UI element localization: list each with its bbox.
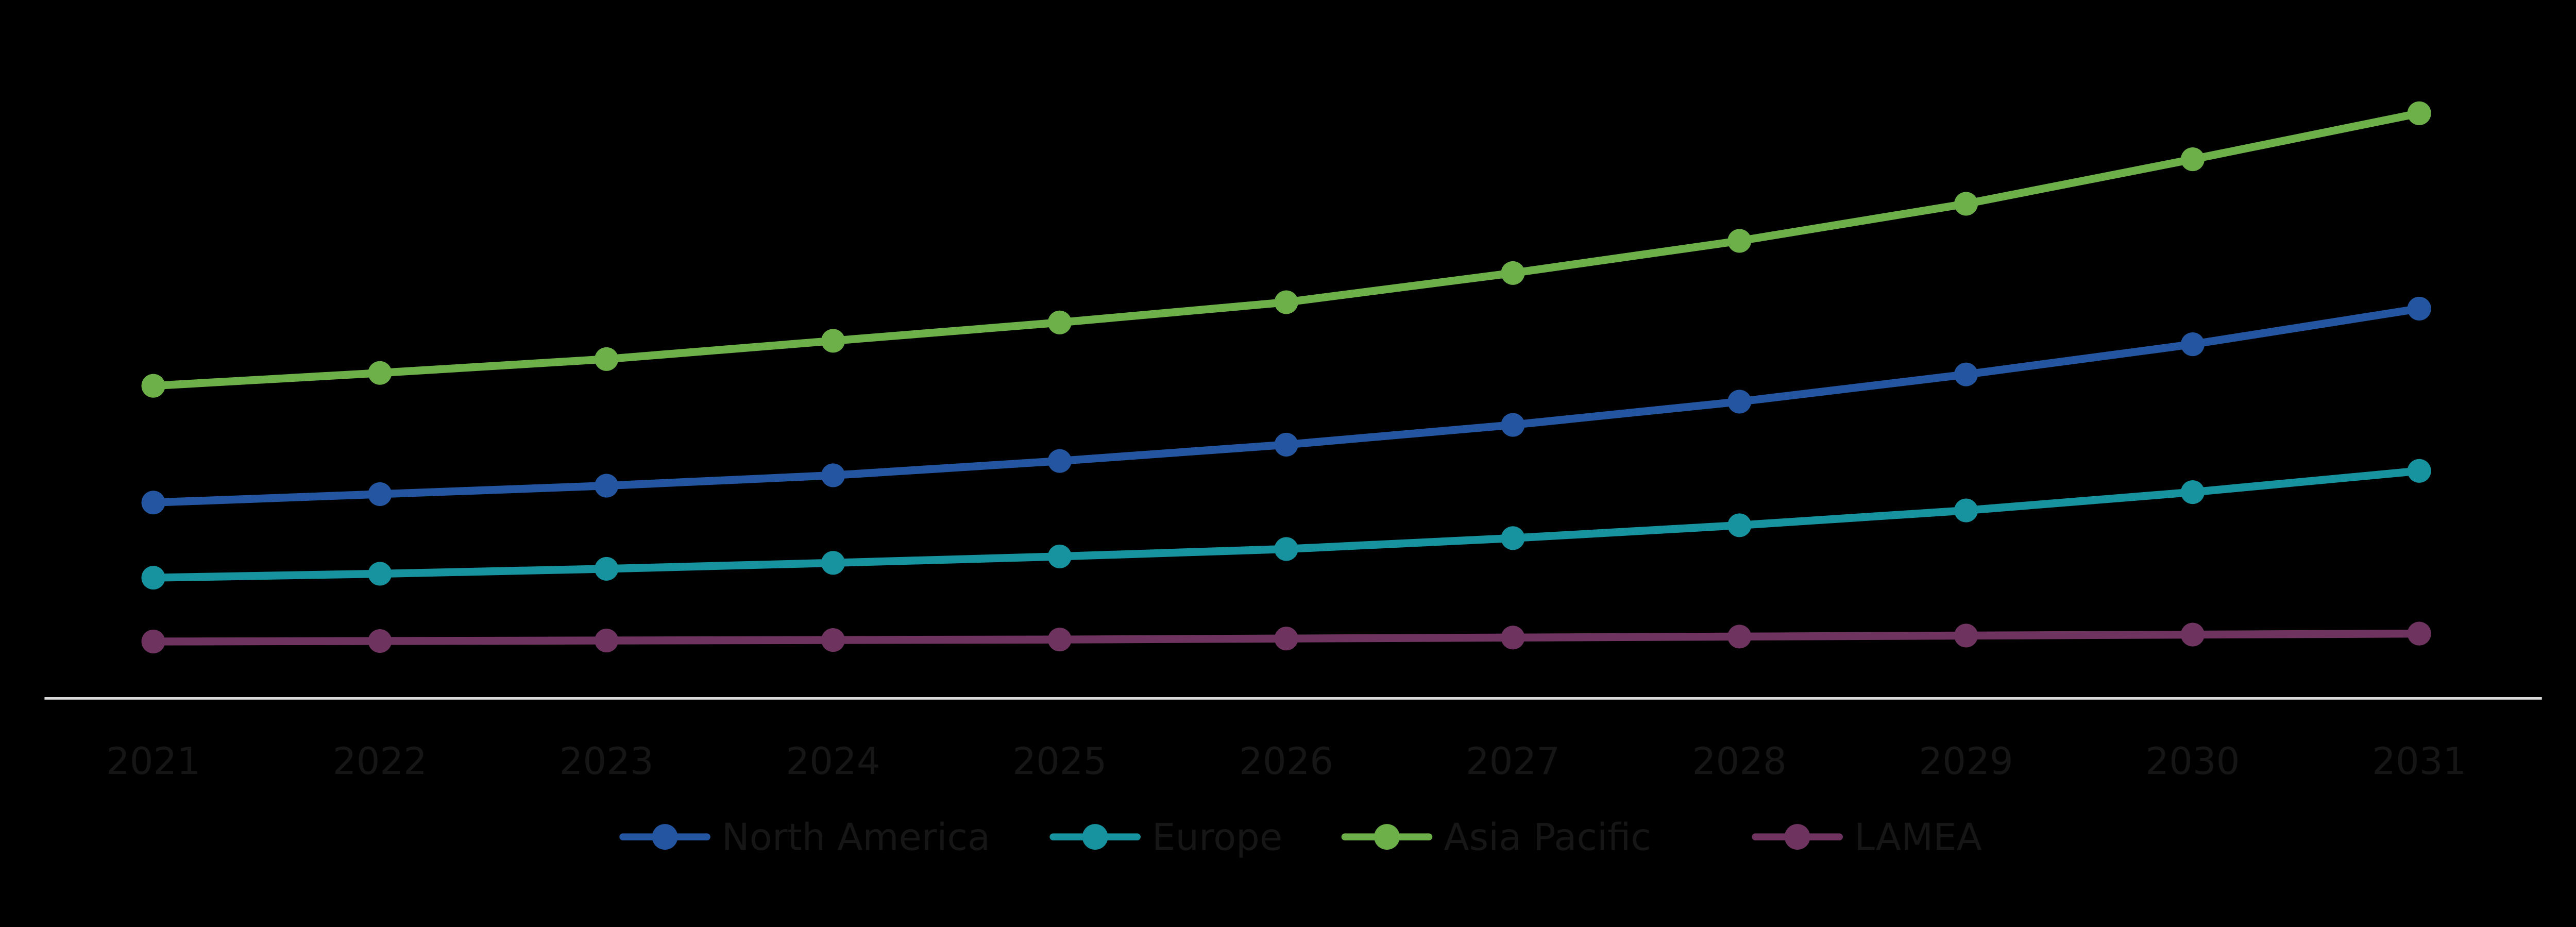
legend-swatch-dot	[1374, 824, 1400, 850]
x-tick-label: 2030	[2145, 739, 2240, 783]
data-point-europe	[1954, 498, 1978, 523]
data-point-europe	[2180, 480, 2205, 504]
data-point-north-america	[368, 482, 392, 506]
legend-item-lamea: LAMEA	[1752, 815, 1982, 858]
data-point-lamea	[1047, 628, 1072, 652]
data-point-europe	[821, 551, 845, 575]
data-point-north-america	[141, 491, 165, 515]
data-point-lamea	[368, 629, 392, 653]
series-line-asia-pacific	[149, 109, 2424, 390]
data-point-lamea	[2180, 622, 2205, 647]
data-point-asia-pacific	[1727, 229, 1752, 253]
x-tick-label: 2022	[333, 739, 427, 783]
data-point-europe	[1274, 537, 1298, 561]
data-point-north-america	[595, 474, 619, 498]
data-point-lamea	[141, 629, 165, 653]
x-tick-label: 2031	[2372, 739, 2466, 783]
data-point-north-america	[1047, 449, 1072, 473]
data-point-asia-pacific	[821, 329, 845, 353]
data-point-lamea	[1954, 623, 1978, 648]
legend-item-asia-pacific: Asia Pacific	[1341, 815, 1651, 858]
data-point-europe	[141, 566, 165, 590]
data-point-lamea	[1727, 625, 1752, 649]
data-point-north-america	[2407, 296, 2431, 321]
x-axis: 2021 2022 2023 2024 2025 2026 2027 2028 2029 2030…	[44, 697, 2542, 783]
legend-swatch-dot	[1784, 824, 1810, 850]
x-tick-label: 2024	[786, 739, 880, 783]
data-point-europe	[1501, 526, 1525, 550]
data-point-lamea	[1501, 626, 1525, 650]
data-point-asia-pacific	[1954, 192, 1978, 216]
data-point-europe	[1047, 544, 1072, 568]
data-point-asia-pacific	[1274, 290, 1298, 314]
legend-swatch-dot	[652, 824, 678, 850]
legend-item-north-america: North America	[619, 815, 990, 858]
series-line-north-america	[149, 305, 2424, 507]
data-point-north-america	[1954, 362, 1978, 386]
data-point-asia-pacific	[595, 347, 619, 371]
legend: North America Europe Asia Pacific LAMEA	[619, 815, 1982, 858]
data-point-asia-pacific	[141, 374, 165, 398]
data-point-asia-pacific	[1047, 310, 1072, 334]
x-tick-label: 2026	[1239, 739, 1333, 783]
legend-label: North America	[722, 815, 990, 858]
data-point-europe	[2407, 459, 2431, 483]
data-point-lamea	[595, 628, 619, 653]
x-tick-label: 2025	[1012, 739, 1107, 783]
x-tick-label: 2023	[560, 739, 654, 783]
data-point-asia-pacific	[2407, 101, 2431, 125]
data-point-north-america	[1727, 390, 1752, 414]
data-point-lamea	[2407, 621, 2431, 646]
x-tick-label: 2021	[106, 739, 200, 783]
data-point-lamea	[821, 628, 845, 652]
data-point-asia-pacific	[1501, 261, 1525, 285]
data-point-asia-pacific	[368, 361, 392, 385]
data-point-lamea	[1274, 627, 1298, 651]
chart-canvas: 2021 2022 2023 2024 2025 2026 2027 2028 2029 2030…	[44, 101, 2542, 859]
x-tick-label: 2029	[1919, 739, 2013, 783]
legend-label: Asia Pacific	[1444, 815, 1651, 858]
legend-swatch-dot	[1082, 824, 1108, 850]
data-point-north-america	[1501, 413, 1525, 437]
data-point-north-america	[1274, 432, 1298, 457]
x-tick-label: 2027	[1466, 739, 1560, 783]
data-point-europe	[368, 562, 392, 586]
x-tick-label: 2028	[1692, 739, 1787, 783]
data-point-europe	[1727, 513, 1752, 537]
legend-label: Europe	[1152, 815, 1282, 858]
data-point-north-america	[821, 463, 845, 487]
data-point-europe	[595, 557, 619, 581]
data-point-asia-pacific	[2180, 147, 2205, 172]
data-point-north-america	[2180, 332, 2205, 357]
legend-item-europe: Europe	[1049, 815, 1282, 858]
legend-label: LAMEA	[1854, 815, 1982, 858]
plot-area	[141, 101, 2431, 653]
line-chart: 2021 2022 2023 2024 2025 2026 2027 2028 2029 2030…	[44, 101, 2542, 858]
